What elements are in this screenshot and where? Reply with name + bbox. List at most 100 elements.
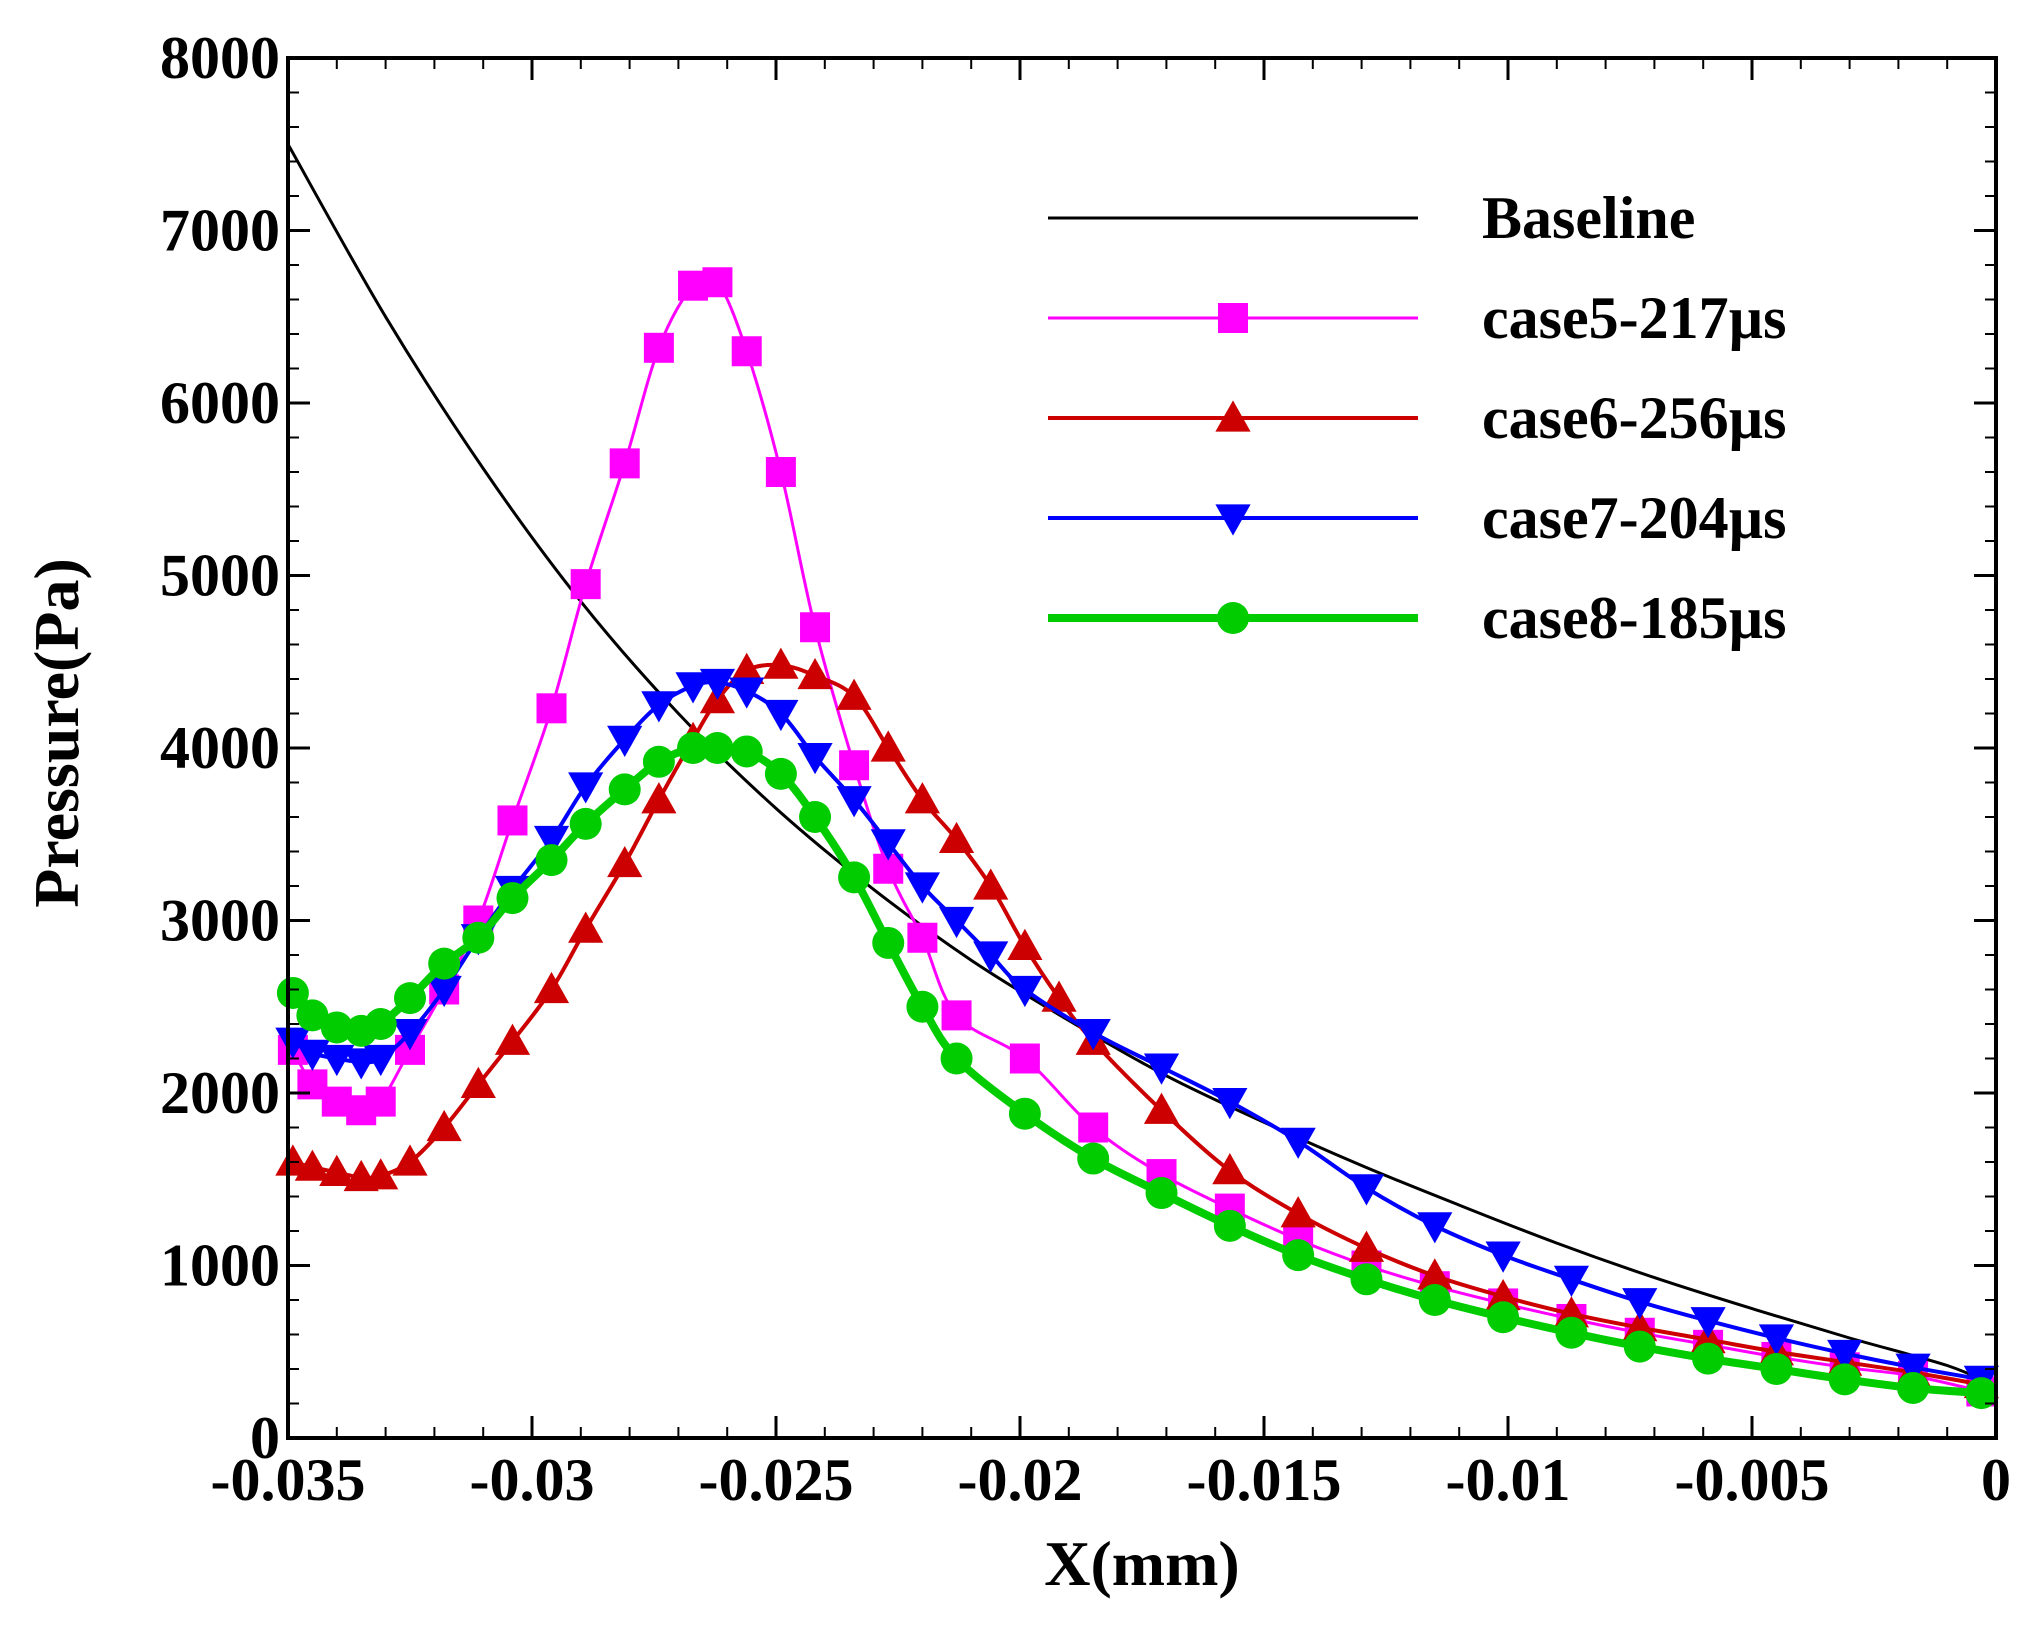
x-axis-title: X(mm): [1044, 1528, 1239, 1599]
y-tick-label: 2000: [160, 1060, 280, 1126]
data-point: [275, 1144, 311, 1176]
axes-layer: -0.035 -0.03 -0.025 -0.02 -0.015 -0.01 -0.005 0…: [160, 25, 2011, 1513]
legend-entry-1: Baseline: [1048, 185, 1695, 251]
data-point: [426, 1109, 462, 1142]
data-point: [941, 1000, 972, 1031]
data-point: [641, 782, 677, 814]
data-point: [426, 975, 462, 1008]
y-tick-label: 5000: [160, 543, 280, 609]
data-point: [836, 786, 872, 818]
data-point: [364, 1008, 397, 1040]
data-point: [836, 678, 872, 710]
data-point: [1007, 975, 1043, 1008]
data-point: [319, 1154, 355, 1186]
data-point: [1760, 1353, 1793, 1385]
data-point: [643, 332, 674, 363]
data-point: [1041, 980, 1077, 1012]
data-point: [904, 872, 940, 904]
data-point: [428, 947, 461, 980]
data-point: [940, 1042, 973, 1075]
data-point: [1008, 1097, 1041, 1130]
data-point: [363, 1158, 399, 1190]
y-tick-label: 0: [250, 1405, 280, 1471]
data-point: [1417, 1258, 1453, 1290]
data-point: [1487, 1301, 1520, 1334]
legend-marker: [1215, 400, 1251, 432]
data-point: [764, 757, 797, 790]
data-point: [1485, 1241, 1521, 1273]
data-point: [1690, 1307, 1726, 1339]
legend-entry-2: case5-217µs: [1048, 285, 1787, 351]
data-point: [394, 982, 426, 1015]
data-point: [1485, 1278, 1521, 1311]
data-point: [460, 1066, 496, 1098]
data-point: [1143, 1053, 1180, 1085]
x-tick-label: -0.01: [1446, 1447, 1571, 1513]
data-point: [1348, 1230, 1385, 1262]
data-point: [973, 941, 1009, 973]
data-point: [799, 801, 832, 833]
data-point: [1348, 1174, 1385, 1206]
data-point: [702, 267, 733, 298]
data-point: [392, 1019, 428, 1051]
data-point: [870, 730, 906, 762]
data-point: [497, 805, 528, 836]
data-point: [1212, 1088, 1248, 1120]
data-point: [839, 750, 870, 781]
x-tick-label: -0.005: [1675, 1447, 1830, 1513]
data-point: [797, 657, 833, 690]
data-point: [392, 1144, 428, 1176]
data-point: [973, 868, 1009, 900]
data-point: [1622, 1288, 1658, 1320]
data-point: [1078, 1112, 1109, 1143]
y-tick-label: 8000: [160, 25, 280, 91]
y-tick-label: 1000: [160, 1233, 280, 1299]
data-point: [568, 911, 604, 943]
data-point: [1418, 1284, 1451, 1316]
data-point: [1282, 1239, 1315, 1272]
data-point: [1623, 1330, 1656, 1363]
data-point: [1965, 1377, 1998, 1410]
legend-label: Baseline: [1482, 185, 1695, 251]
data-point: [938, 906, 975, 939]
data-point: [1280, 1127, 1316, 1159]
series-line: [286, 143, 1997, 1388]
legend-label: case8-185µs: [1482, 585, 1787, 651]
data-point: [1007, 928, 1043, 960]
data-point: [568, 772, 604, 804]
data-point: [1553, 1265, 1590, 1297]
legend-label: case6-256µs: [1482, 385, 1787, 451]
y-tick-label: 6000: [160, 370, 280, 436]
data-point: [730, 735, 763, 768]
data-point: [907, 922, 938, 953]
x-tick-label: -0.035: [211, 1447, 366, 1513]
plot-layer: [275, 143, 1999, 1410]
data-point: [1350, 1263, 1383, 1296]
data-point: [1075, 1019, 1111, 1051]
data-point: [729, 677, 765, 709]
data-point: [1213, 1209, 1246, 1242]
data-point: [838, 861, 871, 894]
data-point: [276, 976, 309, 1009]
x-tick-label: -0.03: [470, 1447, 595, 1513]
data-point: [462, 921, 495, 954]
x-tick-label: -0.025: [699, 1447, 854, 1513]
legend-entry-5: case8-185µs: [1048, 585, 1787, 651]
data-point: [365, 1086, 396, 1117]
data-point: [607, 845, 643, 878]
x-tick-label: 0: [1981, 1447, 2011, 1513]
legend-marker: [1217, 602, 1249, 634]
data-point: [608, 773, 641, 806]
data-point: [570, 569, 601, 600]
legend-label: case7-204µs: [1482, 485, 1787, 551]
data-point: [609, 448, 640, 479]
legend-marker: [1218, 303, 1248, 333]
data-point: [699, 668, 736, 701]
data-point: [1212, 1153, 1248, 1185]
y-axis-title: Pressure(Pa): [21, 558, 92, 908]
data-point: [1145, 1177, 1178, 1210]
data-point: [677, 732, 710, 764]
data-point: [569, 807, 602, 840]
data-point: [363, 1044, 399, 1077]
